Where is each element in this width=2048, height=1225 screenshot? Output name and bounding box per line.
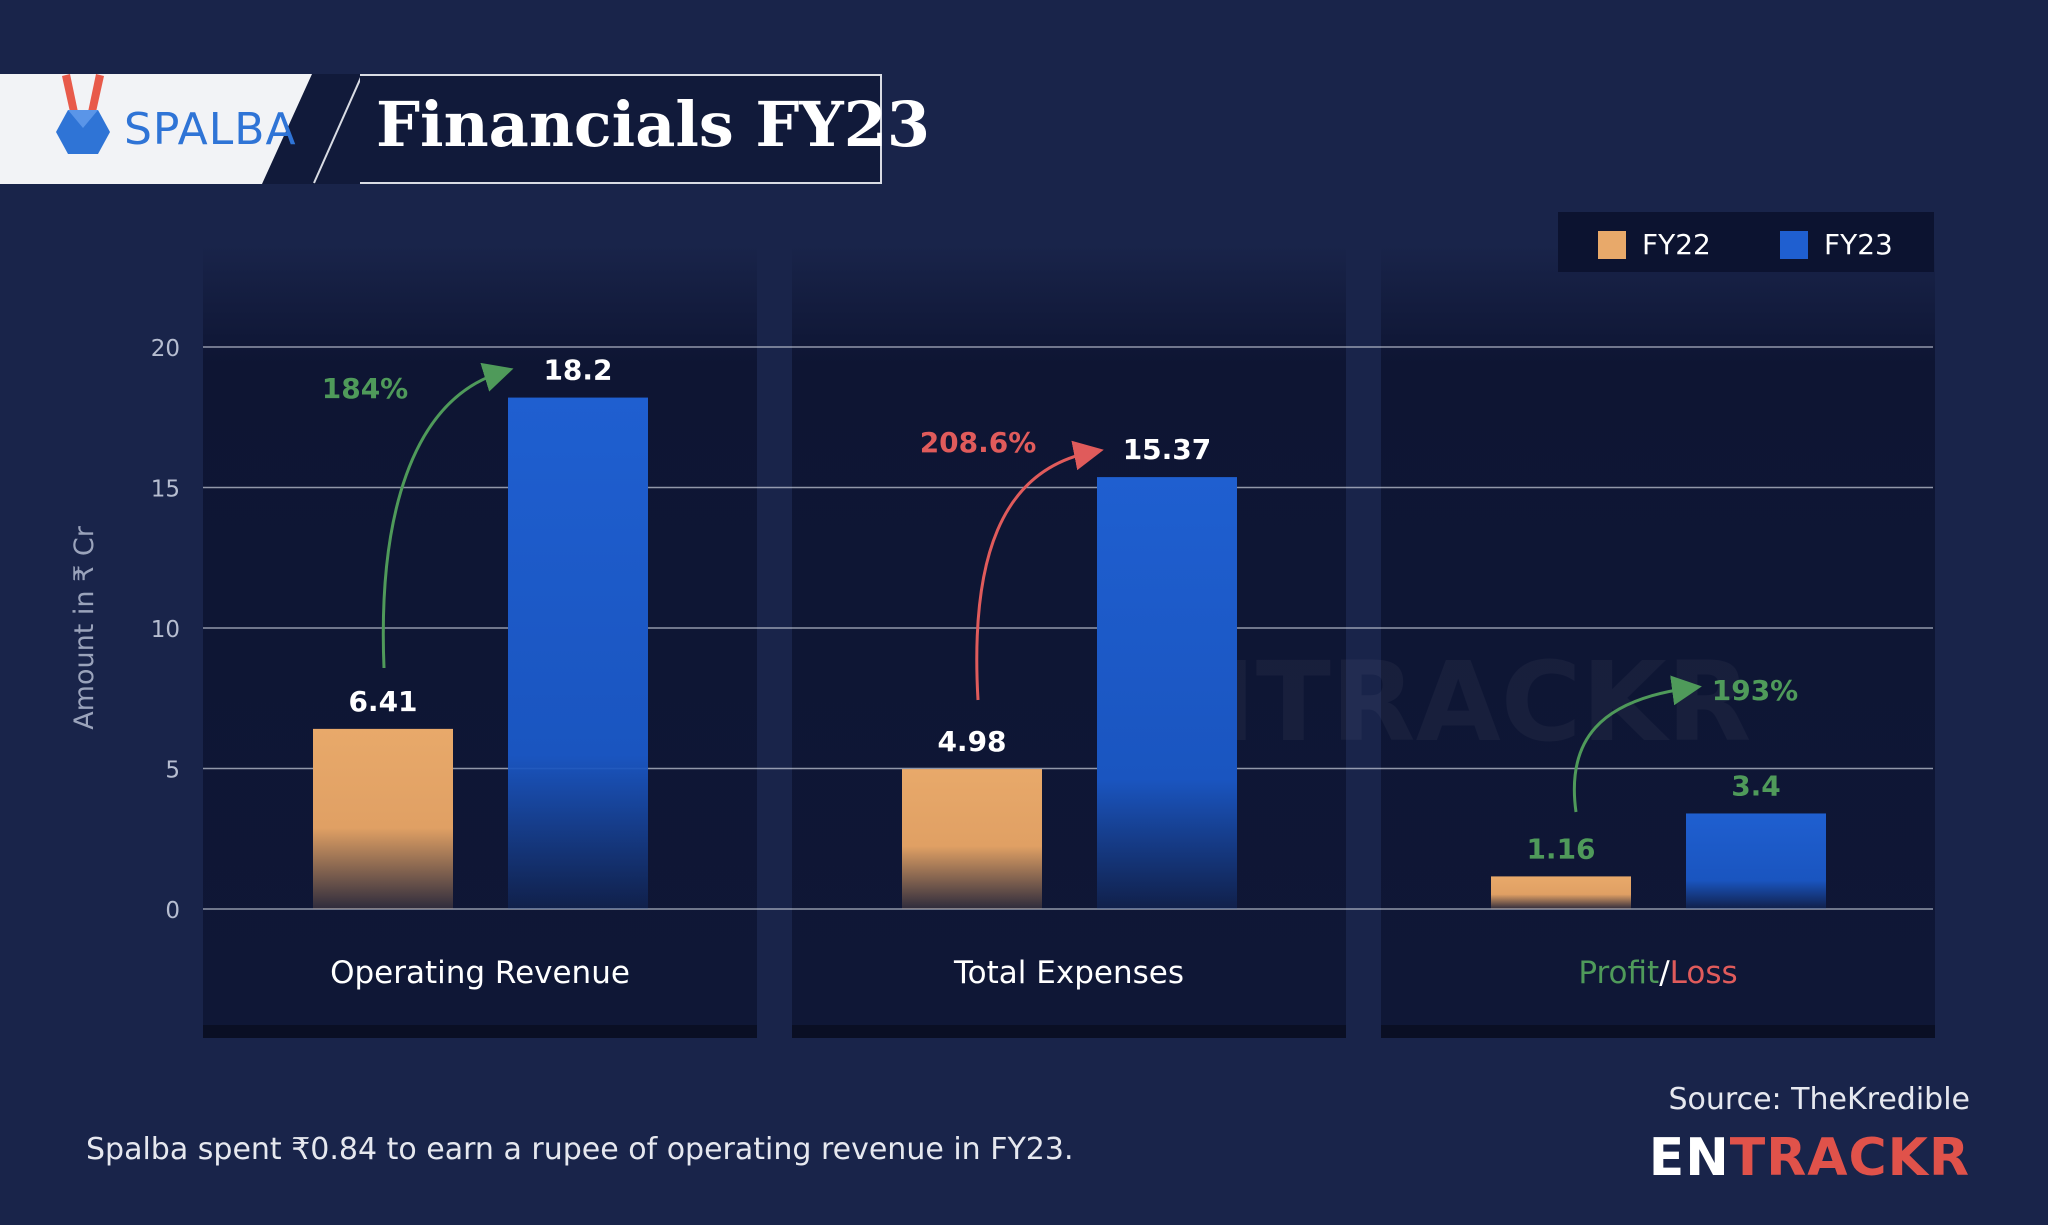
y-axis-label: Amount in ₹ Cr: [69, 525, 100, 729]
data-label-fy22-operating-revenue: 6.41: [348, 685, 417, 718]
bar-fy22-total-expenses: [902, 769, 1042, 909]
panel-underline-profit-loss: [1381, 1025, 1935, 1038]
legend-swatch-fy22: [1598, 230, 1626, 259]
bar-fy22-profit-loss: [1491, 876, 1631, 909]
category-label-profit-loss: Profit/Loss: [1578, 955, 1737, 991]
y-tick-20: 20: [151, 336, 180, 362]
panel-underline-total-expenses: [792, 1025, 1346, 1038]
slash-label: /: [1659, 955, 1670, 991]
growth-label-total-expenses: 208.6%: [920, 426, 1037, 459]
logo-en: EN: [1648, 1128, 1730, 1188]
y-tick-10: 10: [151, 617, 180, 643]
legend: FY22 FY23: [1558, 212, 1934, 272]
data-label-fy23-total-expenses: 15.37: [1123, 433, 1212, 466]
panel-total-expenses: [792, 245, 1346, 1031]
growth-arrow-total-expenses: [975, 440, 1104, 701]
panel-underline-operating-revenue: [203, 1025, 757, 1038]
growth-arrow-profit-loss: [1572, 675, 1702, 813]
profit-label: Profit: [1578, 955, 1659, 991]
y-tick-15: 15: [151, 477, 180, 503]
legend-item-fy22: FY22: [1598, 228, 1711, 261]
data-label-fy23-profit-loss: 3.4: [1731, 769, 1781, 802]
panel-profit-loss: [1381, 245, 1935, 1031]
growth-label-profit-loss: 193%: [1712, 674, 1799, 707]
data-label-fy22-profit-loss: 1.16: [1526, 832, 1595, 865]
source-text: Source: TheKredible: [1668, 1082, 1971, 1117]
growth-arrow-operating-revenue: [381, 362, 514, 669]
y-tick-5: 5: [165, 758, 180, 784]
legend-label-fy22: FY22: [1642, 228, 1711, 261]
legend-swatch-fy23: [1780, 230, 1808, 259]
data-label-fy23-operating-revenue: 18.2: [543, 354, 612, 387]
y-tick-0: 0: [165, 898, 180, 924]
legend-label-fy23: FY23: [1824, 228, 1893, 261]
bar-fy23-total-expenses: [1097, 477, 1237, 909]
brand-name: SPALBA: [124, 104, 297, 155]
bar-fy23-profit-loss: [1686, 813, 1826, 909]
entrackr-logo: ENTRACKR: [1649, 1128, 1970, 1188]
legend-item-fy23: FY23: [1780, 228, 1893, 261]
category-label-operating-revenue: Operating Revenue: [330, 955, 630, 991]
bar-fy23-operating-revenue: [508, 397, 648, 909]
header-slant: [262, 74, 360, 184]
page-title: Financials FY23: [376, 88, 930, 161]
data-label-fy22-total-expenses: 4.98: [937, 725, 1006, 758]
footer-note: Spalba spent ₹0.84 to earn a rupee of op…: [86, 1132, 1074, 1167]
bar-fy22-operating-revenue: [313, 728, 453, 909]
logo-trackr: TRACKR: [1729, 1128, 1970, 1188]
spalba-rabbit-icon: [56, 74, 110, 154]
category-label-total-expenses: Total Expenses: [953, 955, 1184, 991]
loss-label: Loss: [1670, 955, 1738, 991]
growth-label-operating-revenue: 184%: [322, 372, 409, 405]
panel-operating-revenue: [203, 245, 757, 1031]
